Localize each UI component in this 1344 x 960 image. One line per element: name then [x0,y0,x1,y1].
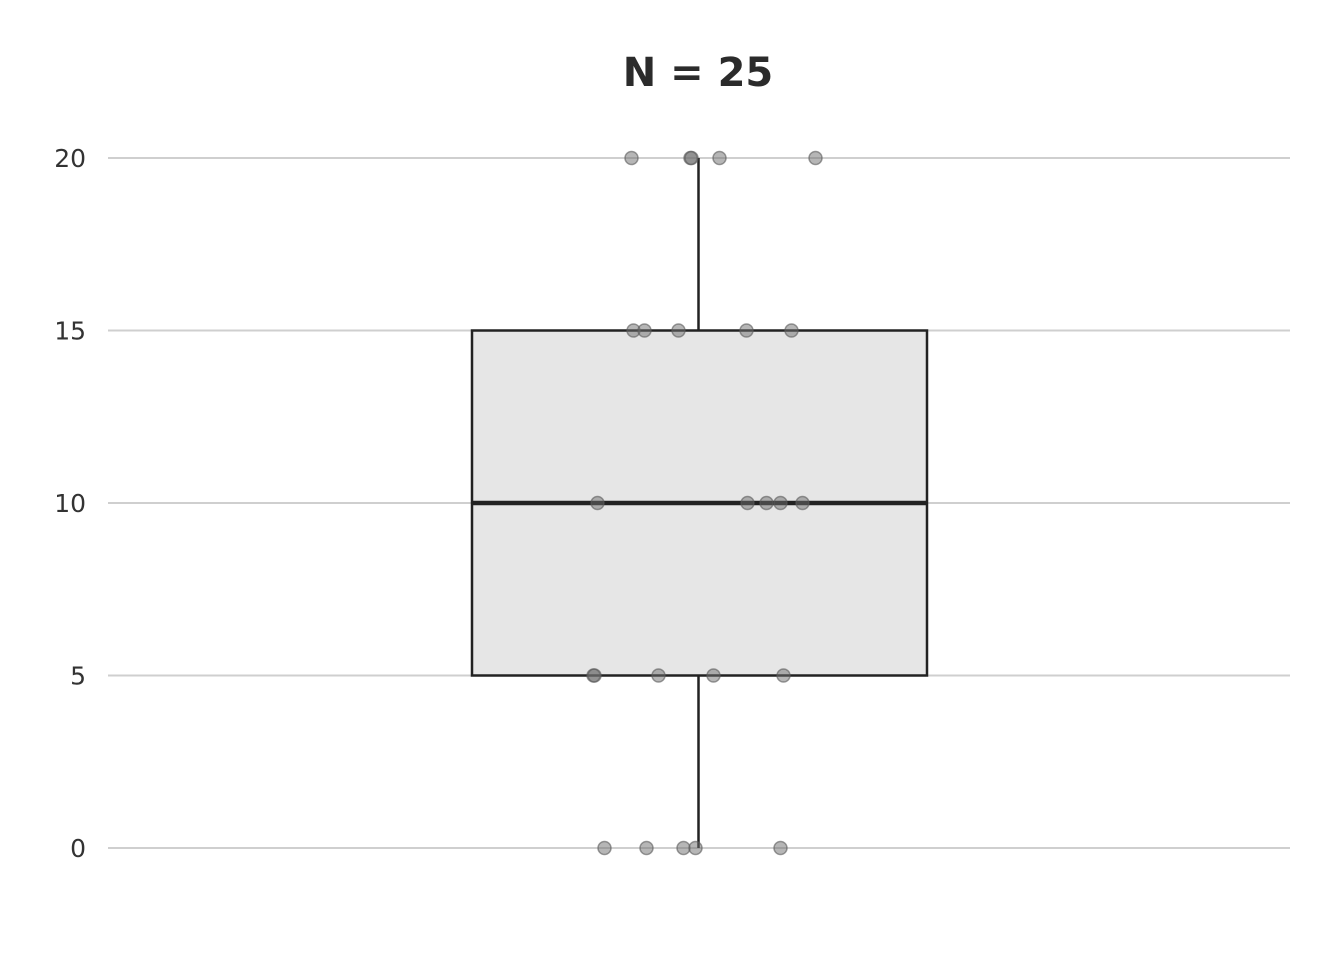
y-axis-tick-labels: 0 5 10 15 20 [54,144,86,863]
data-point-11 [740,495,755,511]
data-point-4 [808,150,823,166]
data-point-17 [651,668,666,683]
data-points [586,150,823,856]
y-tick-label-10: 10 [54,489,86,518]
data-point-21 [639,840,654,856]
data-point-19 [776,668,791,683]
data-point-16 [587,668,602,683]
data-point-13 [773,495,788,511]
data-point-3 [712,150,727,166]
data-point-9 [784,323,799,338]
data-point-23 [688,840,703,856]
data-point-12 [759,495,774,511]
data-point-18 [706,668,721,683]
data-point-7 [671,323,686,338]
data-point-2 [684,150,699,166]
y-tick-label-0: 0 [70,834,86,863]
data-point-24 [773,840,788,856]
data-point-8 [739,323,754,338]
chart-title: N = 25 [623,50,774,96]
y-tick-label-15: 15 [54,317,86,346]
data-point-20 [597,840,612,856]
data-point-22 [676,840,691,856]
y-tick-label-20: 20 [54,144,86,173]
data-point-10 [590,495,605,511]
y-tick-label-5: 5 [70,662,86,691]
data-point-14 [795,495,810,511]
box-plot [470,158,929,848]
data-point-6 [637,323,652,338]
data-point-0 [624,150,639,166]
